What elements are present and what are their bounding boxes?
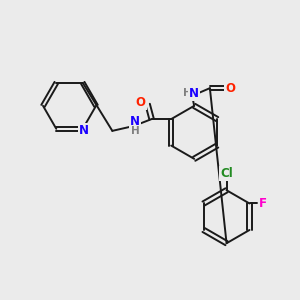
Text: Cl: Cl bbox=[220, 167, 233, 180]
Text: N: N bbox=[130, 115, 140, 128]
Text: O: O bbox=[226, 82, 236, 95]
Text: N: N bbox=[79, 124, 89, 137]
Text: O: O bbox=[136, 96, 146, 109]
Text: F: F bbox=[259, 197, 267, 210]
Text: H: H bbox=[183, 88, 192, 98]
Text: N: N bbox=[189, 87, 199, 100]
Text: H: H bbox=[130, 126, 139, 136]
